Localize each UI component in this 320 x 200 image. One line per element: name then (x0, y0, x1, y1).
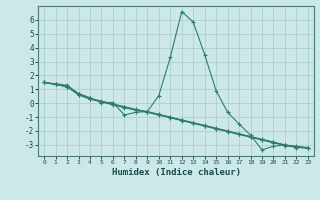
X-axis label: Humidex (Indice chaleur): Humidex (Indice chaleur) (111, 168, 241, 177)
